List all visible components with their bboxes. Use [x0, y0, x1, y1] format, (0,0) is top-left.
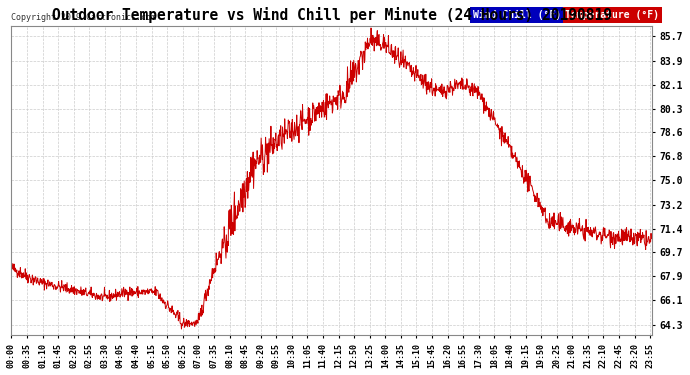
- Text: Copyright 2019 Cartronics.com: Copyright 2019 Cartronics.com: [12, 13, 157, 22]
- Text: Temperature (°F): Temperature (°F): [565, 10, 660, 20]
- Text: Wind Chill (°F): Wind Chill (°F): [473, 10, 561, 20]
- Title: Outdoor Temperature vs Wind Chill per Minute (24 Hours) 20190819: Outdoor Temperature vs Wind Chill per Mi…: [52, 7, 611, 23]
